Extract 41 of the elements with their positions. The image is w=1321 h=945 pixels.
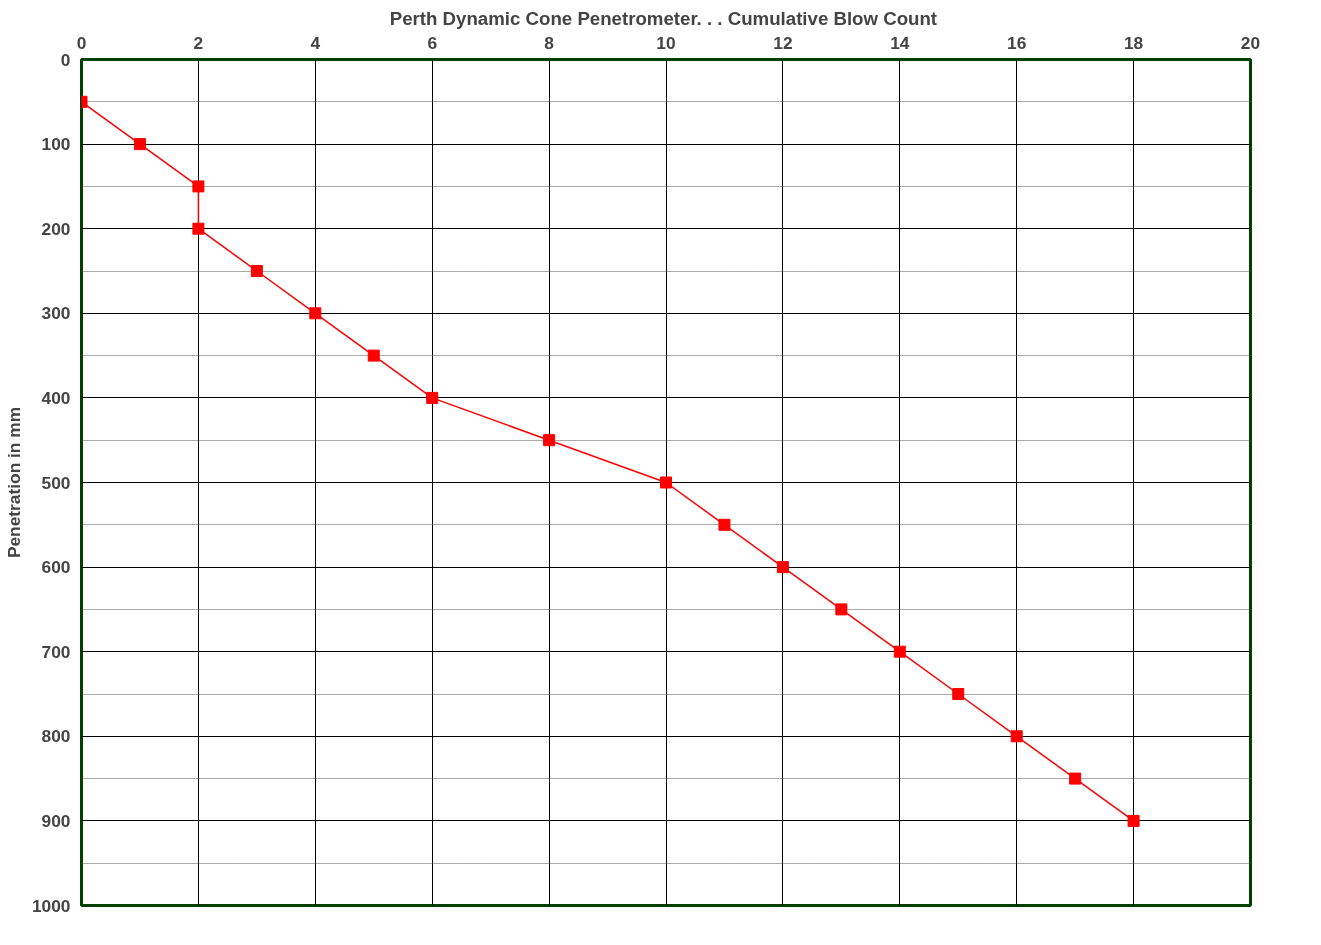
x-tick-label: 2 [193,32,204,53]
x-tick-label: 8 [544,32,555,53]
point [426,391,439,404]
y-tick-label: 100 [41,134,71,155]
y-tick-label: 300 [41,303,71,324]
y-tick-label: 900 [41,810,71,831]
point [718,518,731,531]
y-tick-label: 500 [41,472,71,493]
x-tick-label: 4 [310,32,321,53]
chart-title: Perth Dynamic Cone Penetrometer. . . Cumulative Blow Count [389,7,938,29]
point [367,349,380,362]
y-tick-label: 1000 [31,895,71,916]
point [1069,772,1082,785]
x-tick-label: 6 [427,32,438,53]
x-tick-label: 10 [656,32,676,53]
point [952,688,965,700]
point [133,138,146,151]
point [835,603,848,616]
point [660,476,672,489]
y-axis-title: Penetration in mm [3,406,24,559]
point [543,434,556,447]
point [776,561,789,574]
y-tick-label: 400 [41,387,71,408]
x-tick-label: 14 [890,32,910,53]
x-tick-label: 0 [76,32,87,53]
y-tick-label: 700 [41,641,71,662]
x-tick-label: 20 [1240,32,1261,53]
x-tick-label: 18 [1123,32,1144,53]
y-tick-label: 800 [41,726,71,747]
y-tick-label: 600 [41,557,71,578]
x-tick-label: 12 [773,32,793,53]
y-tick-label: 0 [60,49,71,70]
point [250,265,263,277]
point [192,180,205,193]
point [1010,730,1023,743]
point [192,222,205,235]
y-tick-label: 200 [41,218,71,239]
point [1127,814,1140,827]
point [309,307,322,320]
point [893,645,906,658]
x-tick-label: 16 [1007,32,1027,53]
